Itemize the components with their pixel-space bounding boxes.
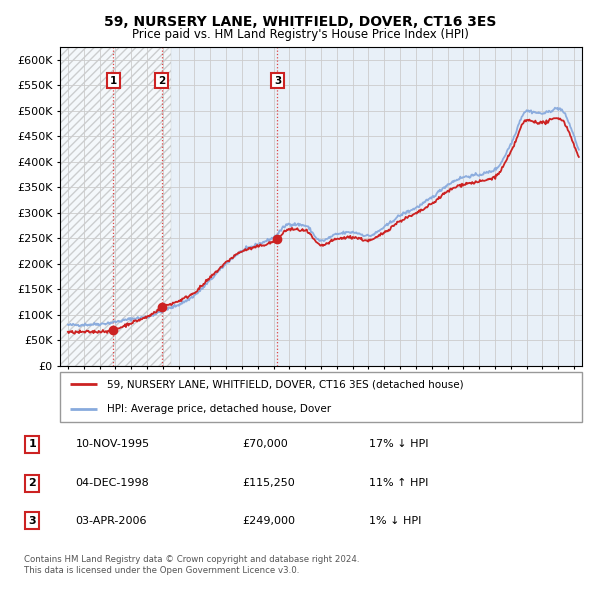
Text: Contains HM Land Registry data © Crown copyright and database right 2024.
This d: Contains HM Land Registry data © Crown c… (23, 555, 359, 575)
Text: 59, NURSERY LANE, WHITFIELD, DOVER, CT16 3ES: 59, NURSERY LANE, WHITFIELD, DOVER, CT16… (104, 15, 496, 29)
Text: HPI: Average price, detached house, Dover: HPI: Average price, detached house, Dove… (107, 404, 331, 414)
Text: 1: 1 (110, 76, 117, 86)
Text: 11% ↑ HPI: 11% ↑ HPI (369, 478, 428, 488)
FancyBboxPatch shape (60, 372, 582, 422)
Text: 1% ↓ HPI: 1% ↓ HPI (369, 516, 421, 526)
Text: 3: 3 (28, 516, 36, 526)
Text: 59, NURSERY LANE, WHITFIELD, DOVER, CT16 3ES (detached house): 59, NURSERY LANE, WHITFIELD, DOVER, CT16… (107, 379, 464, 389)
Text: 03-APR-2006: 03-APR-2006 (76, 516, 147, 526)
Text: 2: 2 (28, 478, 36, 488)
Text: 17% ↓ HPI: 17% ↓ HPI (369, 440, 428, 450)
Text: £249,000: £249,000 (242, 516, 295, 526)
Text: Price paid vs. HM Land Registry's House Price Index (HPI): Price paid vs. HM Land Registry's House … (131, 28, 469, 41)
Text: £70,000: £70,000 (242, 440, 288, 450)
Text: 1: 1 (28, 440, 36, 450)
Text: 04-DEC-1998: 04-DEC-1998 (76, 478, 149, 488)
Text: 10-NOV-1995: 10-NOV-1995 (76, 440, 149, 450)
Text: 3: 3 (274, 76, 281, 86)
Text: £115,250: £115,250 (242, 478, 295, 488)
Text: 2: 2 (158, 76, 165, 86)
